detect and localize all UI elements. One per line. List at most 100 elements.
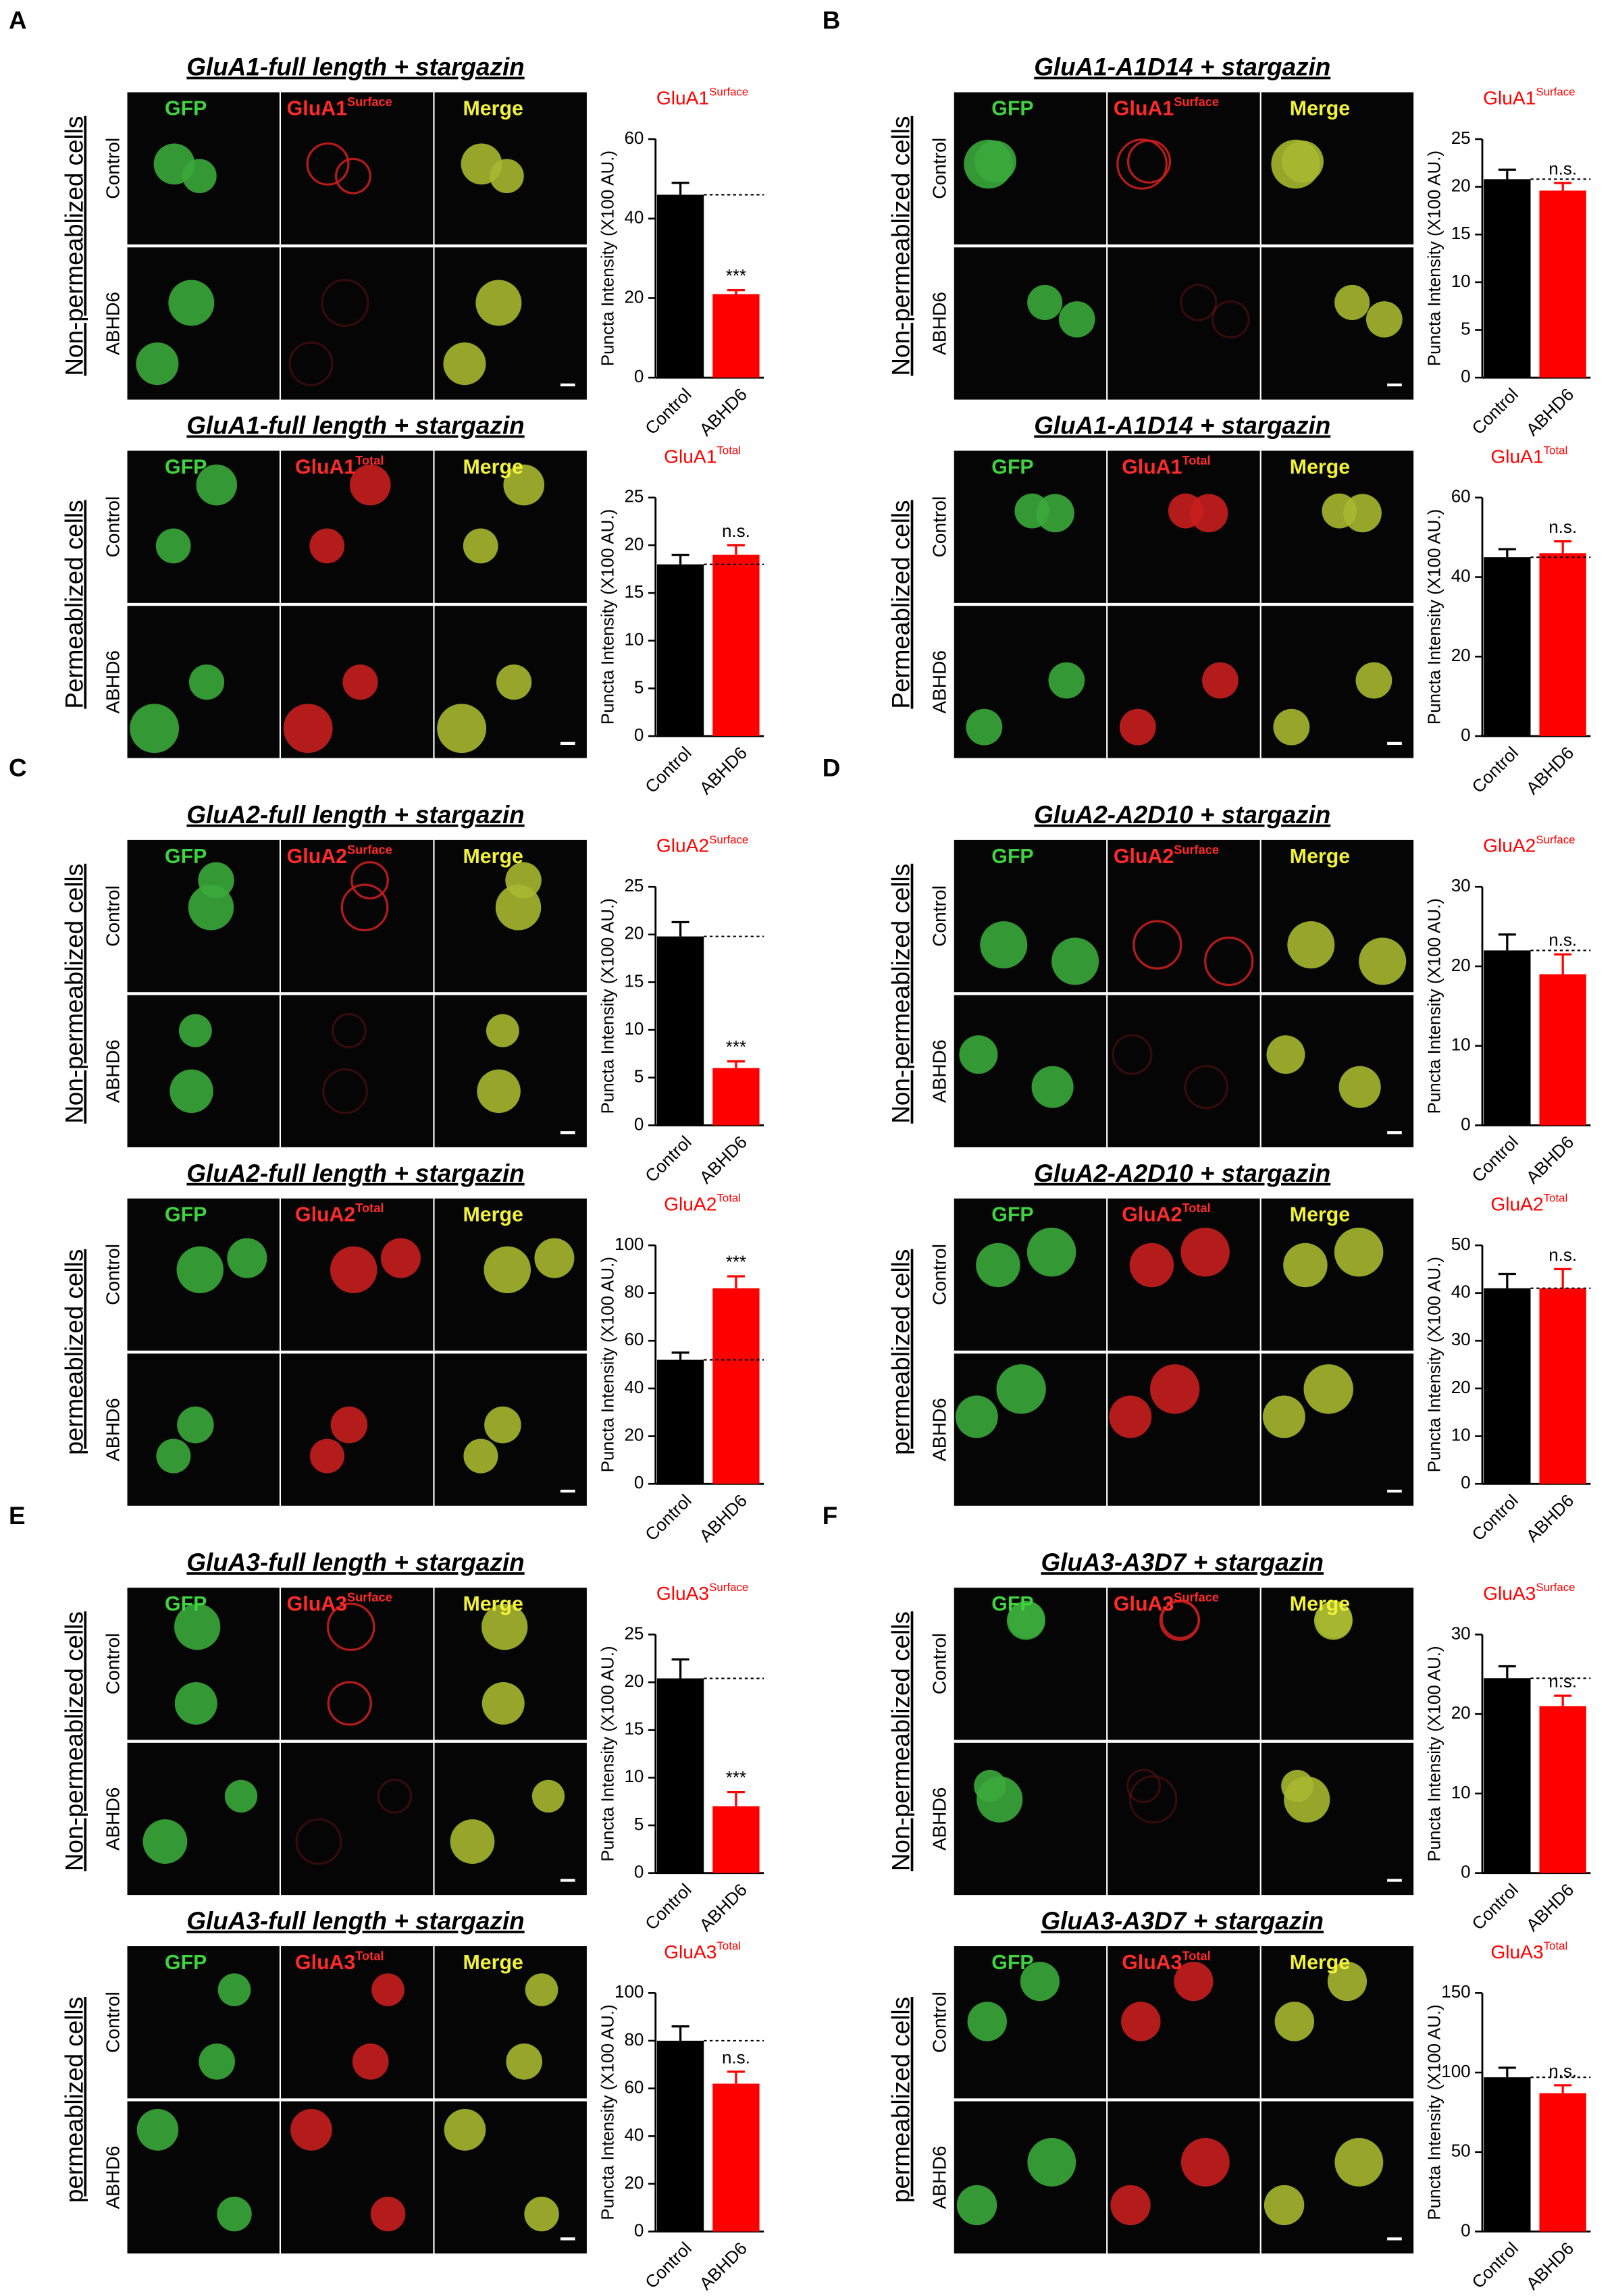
y-tick-label: 100: [615, 1234, 644, 1254]
row-label: Control: [929, 885, 950, 947]
row-label: Control: [929, 138, 950, 199]
y-tick-label: 10: [1451, 1035, 1471, 1055]
y-tick-label: 30: [1451, 1329, 1471, 1349]
channel-label: GFP: [991, 1593, 1033, 1615]
cell: [1204, 936, 1254, 987]
section-label: permeablized cells: [887, 1249, 915, 1455]
micrograph: [1108, 995, 1260, 1147]
row-label: Control: [929, 1633, 950, 1694]
cell: [1343, 494, 1382, 533]
channel-superscript: Total: [717, 1939, 741, 1952]
cell: [967, 2002, 1008, 2041]
cell: [349, 464, 391, 506]
channel-label: Merge: [463, 1204, 523, 1226]
cell: [461, 143, 502, 185]
block-title: GluA3-full length + stargazin: [186, 1548, 524, 1576]
y-tick-label: 20: [1451, 175, 1471, 195]
bar: [712, 554, 760, 737]
channel-name: Merge: [1290, 1593, 1350, 1615]
channel-superscript: Total: [355, 1201, 384, 1215]
channel-name: GluA2: [664, 1194, 717, 1215]
cell: [352, 2043, 389, 2080]
panel-letter: D: [823, 754, 841, 782]
cell: [1128, 1775, 1178, 1824]
channel-name: Merge: [1290, 456, 1350, 479]
bar: [1484, 1288, 1531, 1484]
bar: [712, 1806, 760, 1873]
cell: [1110, 2185, 1151, 2226]
cell: [1048, 662, 1085, 699]
channel-label: Merge: [463, 1593, 523, 1615]
cell: [484, 1246, 531, 1294]
row-label: Control: [102, 1991, 123, 2053]
figure-block: GluA3-A3D7 + stargazin permeablized cells…: [887, 1907, 1591, 2294]
cell: [506, 2043, 543, 2080]
figure-block: GluA3-full length + stargazin Non-permeab…: [60, 1548, 764, 1935]
section-label: Permeablized cells: [60, 500, 88, 708]
cell: [1116, 138, 1168, 190]
row-label: ABHD6: [929, 1398, 950, 1461]
cell: [309, 1438, 344, 1473]
section-label: Non-permeablized cells: [60, 116, 88, 376]
chart-heading: GluA3Total: [1490, 1939, 1567, 1962]
micrograph: [1108, 247, 1260, 400]
cell: [1119, 708, 1156, 746]
channel-name: GluA1: [664, 446, 717, 467]
cell: [1211, 300, 1250, 339]
y-tick-label: 40: [624, 207, 644, 228]
x-tick-label: Control: [641, 384, 695, 438]
cell: [1006, 1601, 1045, 1640]
figure-block: GluA2-full length + stargazin Non-permeab…: [60, 801, 764, 1187]
row-label: ABHD6: [929, 1788, 950, 1851]
y-tick-label: 60: [624, 128, 644, 148]
micrograph: [281, 995, 434, 1147]
cell: [463, 1438, 498, 1473]
cell: [481, 1603, 528, 1650]
channel-label: GluA1Total: [295, 454, 384, 479]
bar: [1484, 179, 1531, 378]
channel-superscript: Surface: [709, 86, 748, 99]
chart-heading: GluA2Total: [664, 1192, 741, 1215]
cell: [331, 1013, 367, 1049]
micrograph: [281, 1742, 434, 1896]
cell: [996, 1364, 1046, 1414]
channel-name: GFP: [165, 1952, 207, 1974]
cell: [1334, 2137, 1384, 2187]
figure-block: GluA1-full length + stargazin Non-permeab…: [60, 53, 764, 440]
cell: [1287, 921, 1335, 969]
cell: [1327, 1962, 1368, 2002]
y-tick-label: 0: [634, 1472, 644, 1492]
x-tick-label: ABHD6: [695, 384, 751, 440]
channel-name: Merge: [463, 1593, 523, 1615]
channel-name: GFP: [165, 845, 207, 868]
channel-superscript: Total: [355, 454, 384, 467]
y-tick-label: 0: [1461, 2220, 1470, 2240]
channel-superscript: Total: [717, 1192, 741, 1205]
channel-name: GFP: [991, 456, 1033, 479]
y-axis-title: Puncta Intensity (X100 AU.): [1424, 898, 1444, 1114]
y-tick-label: 0: [1461, 1862, 1470, 1882]
y-tick-label: 20: [624, 286, 644, 307]
y-tick-label: 0: [634, 1114, 644, 1134]
y-tick-label: 80: [624, 1282, 644, 1302]
cell: [531, 1779, 565, 1813]
cell: [174, 1603, 221, 1650]
row-label: ABHD6: [102, 2145, 123, 2209]
y-axis-title: Puncta Intensity (X100 AU.): [1424, 509, 1444, 725]
cell: [290, 2109, 332, 2151]
micrograph: [1261, 1742, 1414, 1896]
cell: [176, 1246, 224, 1294]
cell: [463, 528, 498, 564]
cell: [1180, 1227, 1230, 1277]
channel-label: GluA1Total: [1122, 454, 1210, 479]
cell: [437, 704, 487, 754]
y-tick-label: 0: [1461, 725, 1470, 745]
channel-label: GFP: [165, 1204, 207, 1226]
block-title: GluA1-A1D14 + stargazin: [1034, 412, 1330, 440]
cell: [155, 528, 191, 564]
channel-label: Merge: [463, 98, 523, 120]
cell: [1129, 1243, 1174, 1288]
bar: [656, 936, 704, 1126]
bar: [1539, 1706, 1586, 1873]
block-title: GluA2-A2D10 + stargazin: [1034, 1159, 1330, 1187]
